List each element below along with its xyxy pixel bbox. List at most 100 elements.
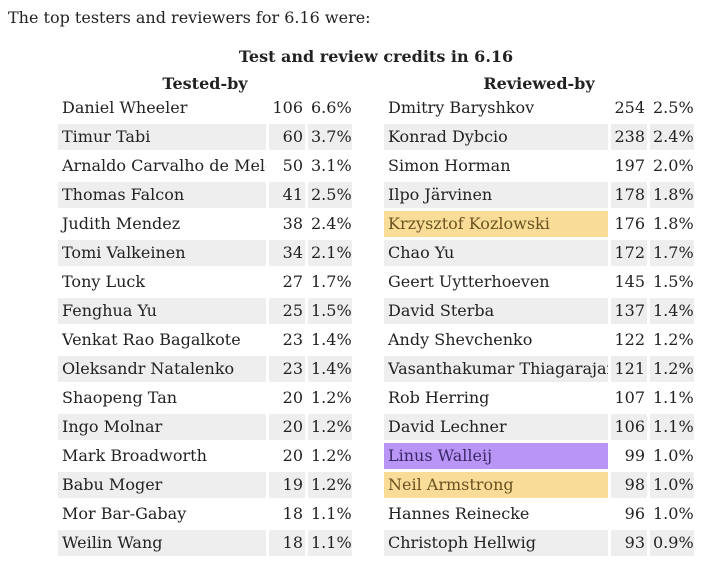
reviewed-by-percent-cell: 1.5% [653,272,694,291]
tested-by-count-cell: 41 [269,182,305,208]
tested-by-percent-cell: 1.5% [308,298,352,324]
reviewed-by-percent-cell: 1.2% [653,330,694,349]
reviewed-by-name-cell: Geert Uytterhoeven [388,272,550,291]
tested-by-count-cell: 20 [282,446,303,465]
tested-by-percent-cell: 1.4% [308,356,352,382]
reviewed-by-percent-cell: 1.4% [650,298,694,324]
tested-by-percent-cell: 6.6% [311,98,352,117]
reviewed-by-name-cell: Dmitry Baryshkov [388,98,535,117]
reviewed-by-count-cell: 197 [614,156,645,175]
tested-by-percent-cell: 2.5% [308,182,352,208]
tested-by-count-cell: 34 [269,240,305,266]
tested-by-count-cell: 20 [282,388,303,407]
reviewed-by-count-cell: 96 [624,504,645,523]
reviewed-by-count-cell: 121 [611,356,647,382]
reviewed-by-percent-cell: 1.8% [653,214,694,233]
reviewed-by-name-cell: Vasanthakumar Thiagarajan [384,356,608,382]
tested-by-count-cell: 25 [269,298,305,324]
tested-by-count-cell: 38 [282,214,303,233]
reviewed-by-name-cell: Hannes Reinecke [388,504,530,523]
reviewed-by-heading: Reviewed-by [483,74,595,93]
tested-by-percent-cell: 1.2% [308,472,352,498]
tested-by-percent-cell: 1.4% [311,330,352,349]
tested-by-name-cell: Arnaldo Carvalho de Melo [62,156,266,175]
tested-by-percent-cell: 1.1% [308,530,352,556]
tested-by-name-cell: Thomas Falcon [58,182,266,208]
tested-by-name-cell: Mor Bar-Gabay [62,504,187,523]
table-caption: Test and review credits in 6.16 [238,47,514,66]
reviewed-by-name-cell: Rob Herring [388,388,490,407]
reviewed-by-percent-cell: 1.0% [653,446,694,465]
tested-by-count-cell: 18 [269,530,305,556]
reviewed-by-count-cell: 93 [611,530,647,556]
tested-by-percent-cell: 1.2% [308,414,352,440]
reviewed-by-count-cell: 176 [614,214,645,233]
tested-by-count-cell: 23 [282,330,303,349]
reviewed-by-percent-cell: 1.7% [650,240,694,266]
reviewed-by-count-cell: 99 [624,446,645,465]
reviewed-by-name-cell: Andy Shevchenko [388,330,533,349]
reviewed-by-percent-cell: 1.0% [653,504,694,523]
tested-by-name-cell: Tony Luck [62,272,146,291]
reviewed-by-count-cell: 137 [611,298,647,324]
tested-by-count-cell: 19 [269,472,305,498]
reviewed-by-name-cell: Ilpo Järvinen [384,182,608,208]
reviewed-by-count-cell: 172 [611,240,647,266]
tested-by-percent-cell: 1.1% [311,504,352,523]
reviewed-by-percent-cell: 2.4% [650,124,694,150]
tested-by-percent-cell: 1.2% [311,388,352,407]
reviewed-by-count-cell: 254 [614,98,645,117]
tested-by-name-cell: Judith Mendez [62,214,181,233]
tested-by-percent-cell: 3.7% [308,124,352,150]
tested-by-name-cell: Tomi Valkeinen [58,240,266,266]
tested-by-name-cell: Babu Moger [58,472,266,498]
reviewed-by-name-cell: Konrad Dybcio [384,124,608,150]
tested-by-name-cell: Fenghua Yu [58,298,266,324]
reviewed-by-name-cell: David Lechner [384,414,608,440]
tested-by-name-cell: Mark Broadworth [62,446,207,465]
tested-by-percent-cell: 3.1% [311,156,352,175]
reviewed-by-count-cell: 98 [611,472,647,498]
reviewed-by-percent-cell: 1.0% [650,472,694,498]
tested-by-name-cell: Ingo Molnar [58,414,266,440]
reviewed-by-percent-cell: 1.1% [653,388,694,407]
tested-by-percent-cell: 1.7% [311,272,352,291]
reviewed-by-count-cell: 178 [611,182,647,208]
tested-by-name-cell: Daniel Wheeler [62,98,188,117]
intro-text: The top testers and reviewers for 6.16 w… [8,8,371,27]
reviewed-by-percent-cell: 1.8% [650,182,694,208]
tested-by-count-cell: 27 [282,272,303,291]
reviewed-by-count-cell: 238 [611,124,647,150]
tested-by-count-cell: 18 [282,504,303,523]
reviewed-by-percent-cell: 1.2% [650,356,694,382]
reviewed-by-name-cell: Neil Armstrong [384,472,608,498]
tested-by-count-cell: 50 [282,156,303,175]
reviewed-by-name-cell: Simon Horman [388,156,511,175]
tested-by-name-cell: Venkat Rao Bagalkote [62,330,241,349]
tested-by-percent-cell: 2.4% [311,214,352,233]
reviewed-by-name-cell: David Sterba [384,298,608,324]
reviewed-by-percent-cell: 1.1% [650,414,694,440]
tested-by-count-cell: 20 [269,414,305,440]
reviewed-by-percent-cell: 2.5% [653,98,694,117]
reviewed-by-percent-cell: 0.9% [650,530,694,556]
tested-by-percent-cell: 2.1% [308,240,352,266]
tested-by-heading: Tested-by [162,74,248,93]
reviewed-by-count-cell: 106 [611,414,647,440]
tested-by-count-cell: 60 [269,124,305,150]
tested-by-table: Daniel Wheeler 106 6.6% Timur Tabi 60 3.7% Arn… [58,95,352,556]
tested-by-percent-cell: 1.2% [311,446,352,465]
tested-by-count-cell: 106 [272,98,303,117]
reviewed-by-name-cell: Linus Walleij [384,443,608,469]
reviewed-by-count-cell: 107 [614,388,645,407]
tested-by-name-cell: Oleksandr Natalenko [58,356,266,382]
tested-by-count-cell: 23 [269,356,305,382]
reviewed-by-count-cell: 145 [614,272,645,291]
reviewed-by-name-cell: Christoph Hellwig [384,530,608,556]
tested-by-name-cell: Weilin Wang [58,530,266,556]
reviewed-by-name-cell: Krzysztof Kozlowski [384,211,608,237]
reviewed-by-table: Dmitry Baryshkov 254 2.5% Konrad Dybcio 238 2… [384,95,694,556]
reviewed-by-count-cell: 122 [614,330,645,349]
tested-by-name-cell: Shaopeng Tan [62,388,178,407]
tested-by-name-cell: Timur Tabi [58,124,266,150]
